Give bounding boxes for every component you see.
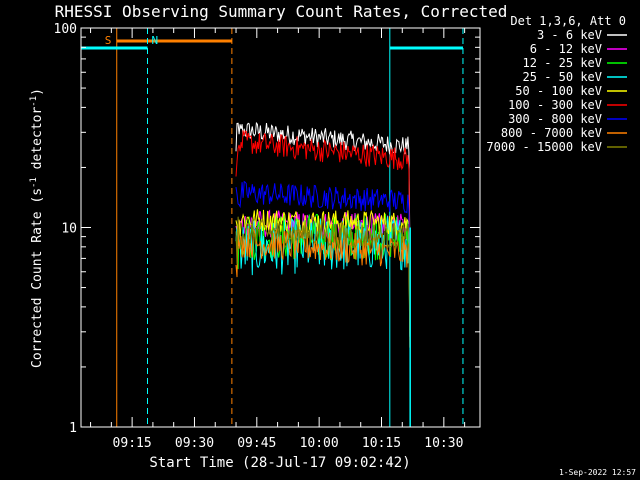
series-line [235, 228, 411, 348]
x-tick-label: 09:15 [113, 436, 152, 451]
legend-label: 7000 - 15000 keV [486, 140, 602, 154]
series-line [235, 121, 411, 242]
x-tick-label: 09:30 [175, 436, 214, 451]
legend-label: 25 - 50 keV [523, 70, 602, 84]
series-line [235, 130, 411, 255]
y-axis-label: Corrected Count Rate (s-1 detector-1) [29, 88, 45, 368]
legend-label: 6 - 12 keV [530, 42, 602, 56]
series-line [235, 180, 411, 297]
y-tick-label: 1 [69, 421, 77, 436]
legend-label: 100 - 300 keV [508, 98, 602, 112]
y-tick-label: 100 [54, 22, 77, 37]
x-tick-label: 10:15 [362, 436, 401, 451]
x-tick-label: 09:45 [237, 436, 276, 451]
legend-label: 800 - 7000 keV [501, 126, 602, 140]
x-axis-label: Start Time (28-Jul-17 09:02:42) [149, 455, 410, 471]
x-tick-label: 10:30 [424, 436, 463, 451]
y-tick-label: 10 [61, 222, 77, 237]
legend-title: Det 1,3,6, Att 0 [510, 14, 626, 28]
legend-label: 300 - 800 keV [508, 112, 602, 126]
flag-label: S [105, 34, 112, 47]
flag-label: N [152, 34, 159, 47]
timestamp: 1-Sep-2022 12:57 [559, 468, 636, 477]
series-line [235, 216, 411, 332]
legend-label: 50 - 100 keV [515, 84, 602, 98]
axes: 1 10 100 09:15 09:30 09:45 10:00 10:15 10:30 [54, 22, 480, 451]
x-tick-label: 10:00 [300, 436, 339, 451]
chart-title: RHESSI Observing Summary Count Rates, Co… [55, 2, 508, 21]
legend-label: 3 - 6 keV [537, 28, 602, 42]
series-line [235, 209, 411, 319]
legend-label: 12 - 25 keV [523, 56, 602, 70]
